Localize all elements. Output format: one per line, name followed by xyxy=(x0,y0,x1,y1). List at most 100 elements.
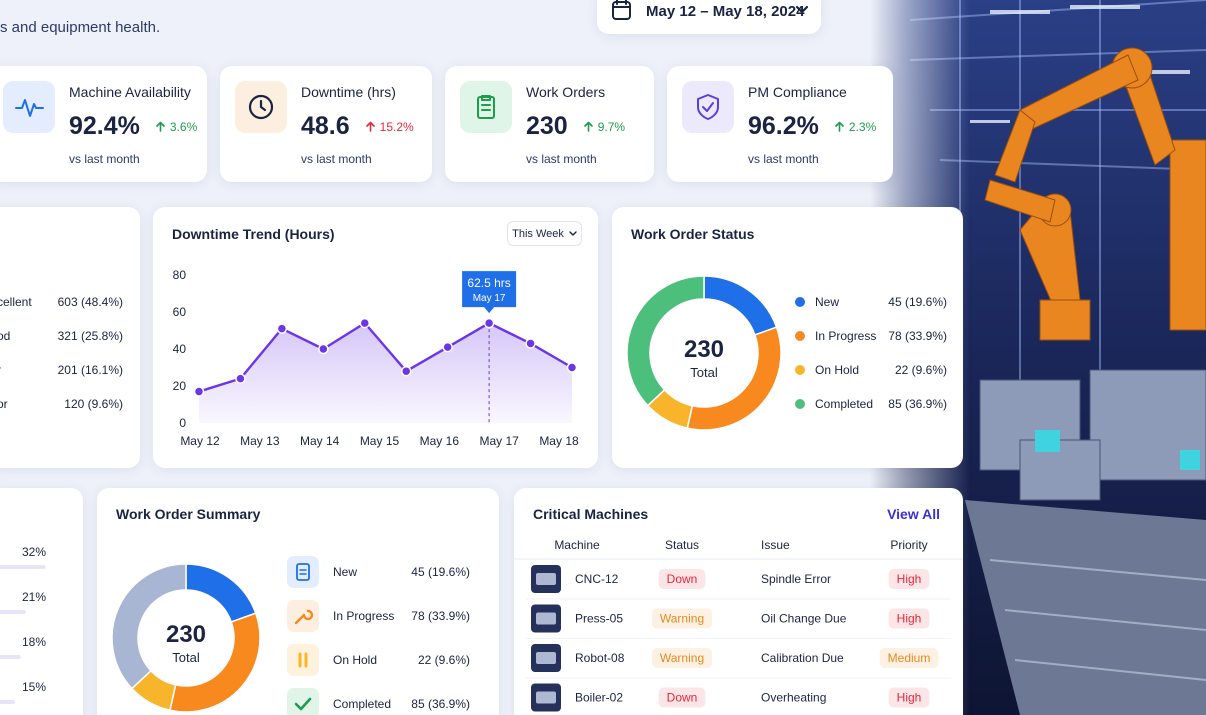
point xyxy=(483,317,495,329)
factory-photo xyxy=(870,0,1206,715)
bar-list: 32% 21% 18% 15% xyxy=(0,545,46,704)
column-header: Status xyxy=(665,538,699,552)
y-tick-label: 40 xyxy=(173,342,187,356)
kpi-value: 96.2% xyxy=(748,112,819,140)
point xyxy=(318,343,329,355)
kpi-change: 3.6% xyxy=(156,120,197,134)
date-range-button[interactable]: May 12 – May 18, 2024 xyxy=(597,0,821,34)
kpi-row: 48.6 15.2% xyxy=(301,112,414,141)
machine-thumb-detail xyxy=(536,691,556,704)
share-bar xyxy=(0,610,26,614)
kpi-title: Machine Availability xyxy=(69,84,191,100)
kpi-icon xyxy=(235,81,287,133)
y-tick-label: 20 xyxy=(173,379,187,393)
point xyxy=(525,338,536,349)
kpi-row: 230 9.7% xyxy=(526,112,625,141)
condition-label: od xyxy=(0,329,11,343)
kpi-icon xyxy=(460,81,512,133)
card-title: Downtime Trend (Hours) xyxy=(172,226,335,242)
x-tick-label: May 15 xyxy=(360,434,400,448)
kpi-card: Machine Availability 92.4% 3.6% vs last mon… xyxy=(0,66,207,182)
kpi-title: Work Orders xyxy=(526,84,606,100)
card-title: Work Order Summary xyxy=(116,506,261,522)
icon-stroke xyxy=(697,94,719,120)
y-tick-label: 80 xyxy=(173,268,187,282)
kpi-row: 96.2% 2.3% xyxy=(748,112,876,141)
status-pill xyxy=(658,569,706,589)
kpi-card: Downtime (hrs) 48.6 15.2% vs last month xyxy=(220,66,432,182)
kpi-note: vs last month xyxy=(526,152,597,166)
issue: Overheating xyxy=(761,691,826,705)
y-tick-label: 0 xyxy=(179,416,186,430)
legend-label: In Progress xyxy=(333,609,394,623)
legend-marker xyxy=(795,399,805,409)
legend-value: 78 (33.9%) xyxy=(411,609,470,623)
legend-value: 78 (33.9%) xyxy=(888,329,947,343)
view-all-link[interactable]: View All xyxy=(887,506,940,522)
legend-label: On Hold xyxy=(815,363,859,377)
tooltip xyxy=(462,271,517,314)
share-card: 32% 21% 18% 15% xyxy=(0,488,83,715)
share-bar xyxy=(0,655,21,659)
legend-label: New xyxy=(815,295,839,309)
icon-stroke xyxy=(259,99,267,112)
kpi-change-value: 3.6% xyxy=(169,119,198,134)
icon-stroke xyxy=(298,652,308,668)
card-title: Work Order Status xyxy=(631,226,755,242)
machine-thumb-detail xyxy=(536,612,556,625)
condition-value: 120 (9.6%) xyxy=(64,397,123,411)
status-pill-text: Medium xyxy=(888,651,931,665)
card-title: Critical Machines xyxy=(533,506,649,522)
filter-dropdown[interactable]: This Week xyxy=(507,221,582,246)
legend-value: 85 (36.9%) xyxy=(888,397,947,411)
line xyxy=(198,321,573,393)
point xyxy=(359,317,371,329)
share-label: 21% xyxy=(22,590,46,604)
machine-name: Robot-08 xyxy=(575,651,625,665)
critical-machines-card: Critical Machines View All Machine Status Is… xyxy=(514,488,963,715)
issue: Spindle Error xyxy=(761,572,831,586)
donut-total-label: Total xyxy=(690,365,718,380)
legend-icon-box xyxy=(287,556,319,588)
status-pill xyxy=(879,648,939,668)
icon-stroke xyxy=(294,609,314,625)
legend-icon-box xyxy=(287,644,319,676)
area xyxy=(199,323,572,423)
status-pill xyxy=(888,608,930,629)
kpi-row: 92.4% 3.6% xyxy=(69,112,197,141)
kpi-change: 9.7% xyxy=(583,119,626,134)
issue: Calibration Due xyxy=(761,651,844,665)
point xyxy=(235,373,246,384)
icon-stroke xyxy=(365,121,375,132)
icon-stroke xyxy=(612,0,631,8)
share-label: 18% xyxy=(22,635,46,649)
icon-stroke xyxy=(583,121,593,132)
machine-name: Press-05 xyxy=(575,612,623,626)
downtime-trend-card: Downtime Trend (Hours) This Week 0 20 40 60 80… xyxy=(153,207,598,468)
donut-total: 230 xyxy=(166,621,206,648)
kpi-note: vs last month xyxy=(69,152,140,166)
condition-value: 603 (48.4%) xyxy=(57,295,123,309)
legend-icon-box xyxy=(287,688,319,715)
status-pill xyxy=(888,569,930,589)
page-subtitle: s and equipment health. xyxy=(0,19,161,36)
condition-label: cellent xyxy=(0,295,32,309)
column-header: Priority xyxy=(890,538,927,552)
icon-stroke xyxy=(569,230,577,236)
kpi-change-value: 9.7% xyxy=(597,119,626,134)
kpi-change: 2.3% xyxy=(835,120,876,134)
y-tick-label: 60 xyxy=(173,305,187,319)
icon-stroke xyxy=(299,569,307,575)
legend-value: 85 (36.9%) xyxy=(411,697,470,711)
point xyxy=(566,362,578,373)
status-pill-text: Warning xyxy=(660,612,704,626)
tooltip-value: 62.5 hrs xyxy=(467,276,510,290)
status-pill xyxy=(658,687,706,708)
donut-segment xyxy=(185,563,257,623)
x-tick-label: May 16 xyxy=(420,434,460,448)
status-pill-text: Warning xyxy=(660,651,704,665)
kpi-value: 230 xyxy=(526,112,568,140)
trend-arrow xyxy=(365,121,375,132)
condition-card: cellent 603 (48.4%) od 321 (25.8%) r 201 (16.… xyxy=(0,207,140,468)
filter-label: This Week xyxy=(512,227,564,240)
